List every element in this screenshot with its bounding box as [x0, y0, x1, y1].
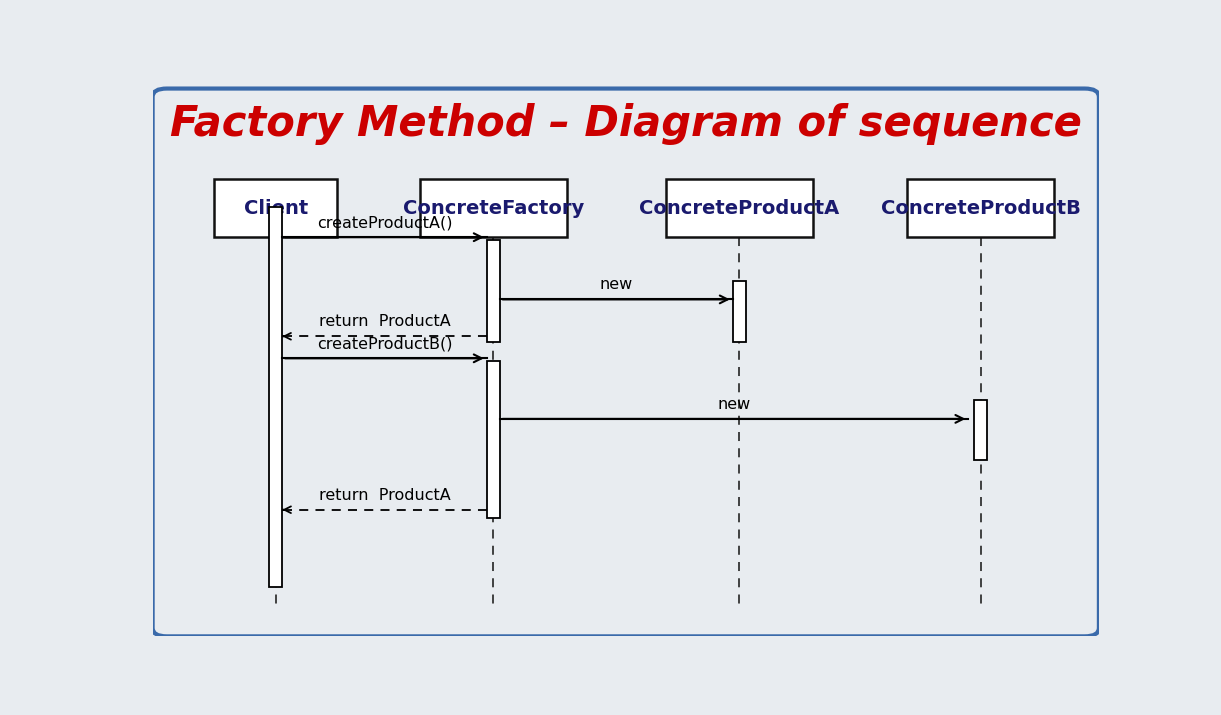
Text: createProductB(): createProductB(): [316, 336, 452, 351]
Text: Client: Client: [243, 199, 308, 218]
Text: Factory Method – Diagram of sequence: Factory Method – Diagram of sequence: [170, 104, 1082, 145]
Bar: [487, 240, 499, 342]
Bar: [733, 281, 746, 342]
Bar: [420, 179, 567, 237]
Text: ConcreteProductA: ConcreteProductA: [639, 199, 840, 218]
FancyBboxPatch shape: [153, 89, 1099, 636]
Text: ConcreteFactory: ConcreteFactory: [403, 199, 584, 218]
Bar: [907, 179, 1054, 237]
Text: return  ProductA: return ProductA: [319, 314, 451, 329]
Bar: [665, 179, 813, 237]
Bar: [974, 400, 988, 460]
Bar: [214, 179, 337, 237]
Text: ConcreteProductB: ConcreteProductB: [880, 199, 1081, 218]
Bar: [269, 207, 282, 587]
Bar: [487, 361, 499, 518]
Text: new: new: [600, 277, 632, 292]
Text: return  ProductA: return ProductA: [319, 488, 451, 503]
Text: new: new: [718, 397, 751, 412]
Text: createProductA(): createProductA(): [316, 215, 452, 230]
